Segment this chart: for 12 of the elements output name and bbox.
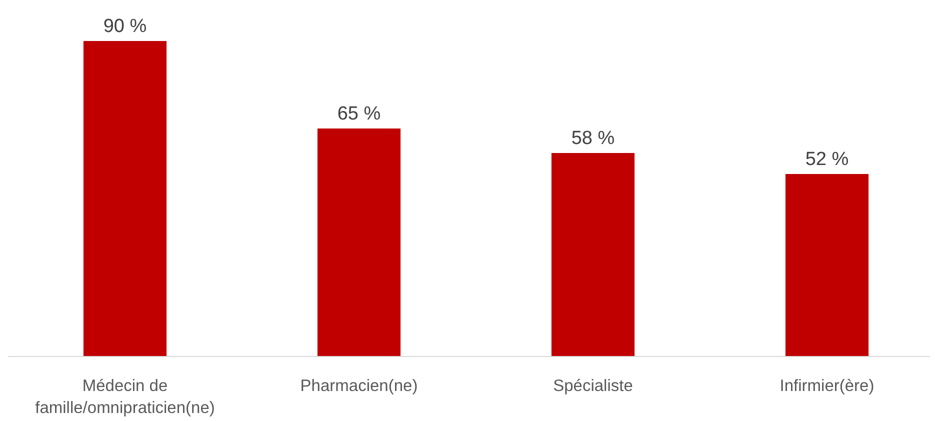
bar [83,41,167,356]
bar [317,128,401,356]
x-tick-label: Pharmacien(ne) [300,377,418,395]
x-tick-label: Médecin de famille/omnipraticien(ne) [35,377,215,417]
x-tick-label: Spécialiste [553,377,633,395]
data-label: 52 % [805,149,849,170]
x-tick-label: Infirmier(ère) [780,377,874,395]
data-label: 65 % [337,104,381,124]
data-label: 90 % [103,16,147,37]
bar [785,174,869,356]
bar [551,153,635,356]
data-label: 58 % [571,128,615,149]
